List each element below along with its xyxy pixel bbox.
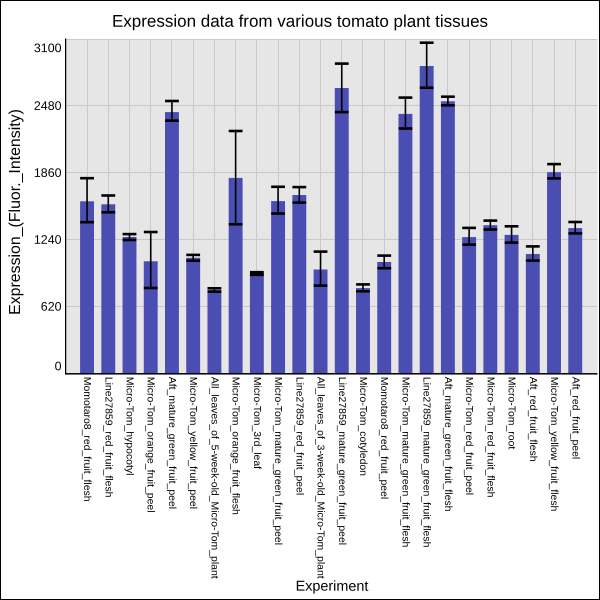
svg-text:Micro-Tom_mature_green_fruit_p: Micro-Tom_mature_green_fruit_peel — [272, 377, 283, 545]
svg-text:Micro-Tom_yellow_fruit_flesh: Micro-Tom_yellow_fruit_flesh — [548, 377, 559, 512]
svg-text:Momotaro8_red_fruit_flesh: Momotaro8_red_fruit_flesh — [81, 377, 92, 502]
svg-text:Expression_(Fluor._Intensity): Expression_(Fluor._Intensity) — [7, 109, 24, 315]
svg-text:Micro-Tom_orange_fruit_flesh: Micro-Tom_orange_fruit_flesh — [230, 377, 241, 515]
svg-text:Aft_red_fruit_peel: Aft_red_fruit_peel — [569, 377, 580, 459]
svg-text:Micro-Tom_hypocotyl: Micro-Tom_hypocotyl — [124, 377, 135, 476]
svg-text:Aft_red_fruit_flesh: Aft_red_fruit_flesh — [527, 377, 538, 462]
svg-text:620: 620 — [41, 300, 62, 314]
svg-text:Momotaro8_red_fruit_peel: Momotaro8_red_fruit_peel — [378, 377, 389, 499]
svg-text:Micro-Tom_root: Micro-Tom_root — [506, 377, 517, 450]
svg-text:All_leaves_of_3-week-old_Micro: All_leaves_of_3-week-old_Micro-Tom_plant — [315, 377, 326, 579]
svg-text:1860: 1860 — [34, 166, 62, 180]
svg-text:Line27859_red_fruit_flesh: Line27859_red_fruit_flesh — [102, 377, 113, 498]
svg-text:Micro-Tom_red_fruit_peel: Micro-Tom_red_fruit_peel — [463, 377, 474, 495]
svg-text:Line27859_mature_green_fruit_p: Line27859_mature_green_fruit_peel — [336, 377, 347, 545]
svg-text:Micro-Tom_3rd_leaf: Micro-Tom_3rd_leaf — [251, 377, 262, 469]
svg-text:Aft_mature_green_fruit_flesh: Aft_mature_green_fruit_flesh — [442, 377, 453, 512]
svg-text:Aft_mature_green_fruit_peel: Aft_mature_green_fruit_peel — [166, 377, 177, 509]
svg-text:Line27859_red_fruit_peel: Line27859_red_fruit_peel — [293, 377, 304, 495]
svg-text:Micro-Tom_orange_fruit_peel: Micro-Tom_orange_fruit_peel — [145, 377, 156, 513]
svg-text:Micro-Tom_red_fruit_flesh: Micro-Tom_red_fruit_flesh — [484, 377, 495, 498]
svg-text:Micro-Tom_cotyledon: Micro-Tom_cotyledon — [357, 377, 368, 476]
svg-text:Expression data from various t: Expression data from various tomato plan… — [112, 12, 488, 31]
svg-text:Micro-Tom_yellow_fruit_peel: Micro-Tom_yellow_fruit_peel — [187, 377, 198, 509]
svg-text:Line27859_mature_green_fruit_f: Line27859_mature_green_fruit_flesh — [421, 377, 432, 548]
svg-text:2480: 2480 — [34, 99, 62, 113]
svg-text:All_leaves_of_5-week-old_Micro: All_leaves_of_5-week-old_Micro-Tom_plant — [208, 377, 219, 579]
svg-text:Experiment: Experiment — [296, 579, 369, 595]
svg-text:0: 0 — [55, 359, 62, 373]
svg-text:Micro-Tom_mature_green_fruit_f: Micro-Tom_mature_green_fruit_flesh — [399, 377, 410, 548]
svg-text:3100: 3100 — [34, 41, 62, 55]
svg-text:1240: 1240 — [34, 233, 62, 247]
